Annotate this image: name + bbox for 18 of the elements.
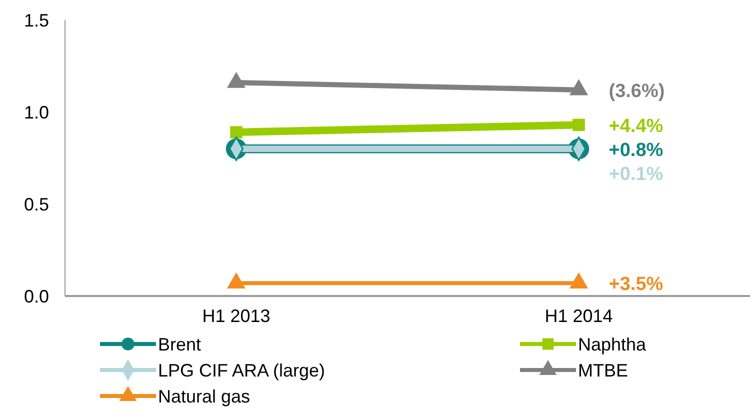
legend-label: Natural gas: [158, 386, 250, 406]
legend-label: MTBE: [578, 360, 628, 380]
annotation: +0.8%: [608, 140, 664, 161]
point: [572, 118, 585, 132]
y-tick-label: 1.0: [24, 102, 49, 122]
legend-label: Naphtha: [578, 334, 648, 354]
annotation: +0.1%: [608, 164, 664, 185]
point: [230, 126, 242, 138]
annotation: +4.4%: [608, 116, 664, 137]
annotation: (3.6%): [608, 80, 665, 102]
x-tick-label: H1 2014: [544, 306, 613, 326]
x-tick-label: H1 2013: [202, 306, 270, 326]
legend-label: Brent: [158, 334, 202, 354]
y-tick-label: 1.5: [24, 10, 49, 30]
y-tick-label: 0.5: [24, 194, 49, 214]
y-tick-label: 0.0: [24, 286, 49, 306]
annotation: +3.5%: [608, 274, 664, 296]
legend-label: LPG CIF ARA (large): [158, 360, 326, 380]
